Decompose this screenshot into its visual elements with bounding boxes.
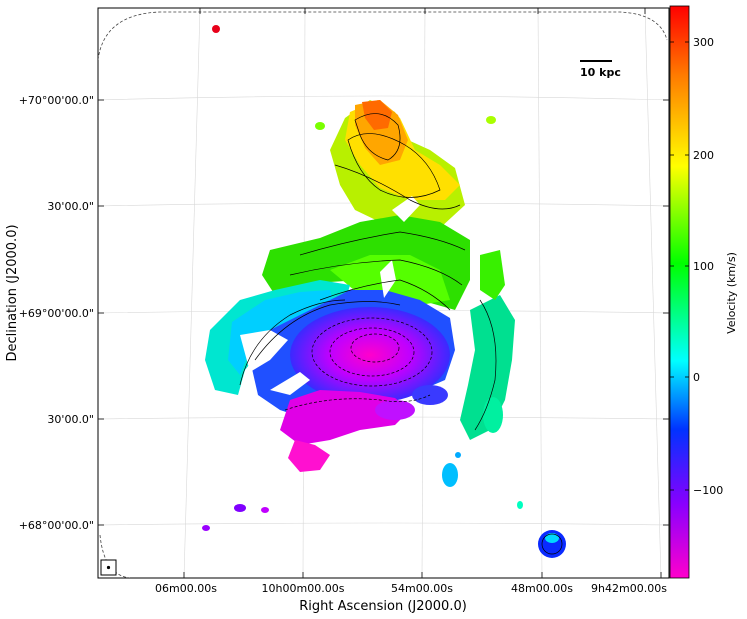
contours xyxy=(239,113,563,555)
y-tick-label: +70°00'00.0" xyxy=(19,94,94,107)
y-tick-label: 30'00.0" xyxy=(47,413,94,426)
x-tick-label: 06m00.00s xyxy=(155,582,217,595)
red-clump xyxy=(212,25,220,33)
colorbar-tick-label: 300 xyxy=(693,36,714,49)
colorbar-tick-label: −100 xyxy=(693,484,723,497)
colorbar-tick-label: 100 xyxy=(693,260,714,273)
coordinate-grid xyxy=(98,8,669,578)
colorbar-title: Velocity (km/s) xyxy=(725,252,738,334)
x-tick-label: 9h42m00.00s xyxy=(591,582,667,595)
colorbar-tick-label: 0 xyxy=(693,371,700,384)
x-tick-label: 54m00.00s xyxy=(391,582,453,595)
image-area: 10 kpc xyxy=(98,8,669,578)
beam-marker-icon xyxy=(100,559,117,576)
y-tick-label: +69°00'00.0" xyxy=(19,307,94,320)
y-axis-title: Declination (J2000.0) xyxy=(5,224,20,361)
map-boundary xyxy=(98,11,668,61)
colorbar-tick-label: 200 xyxy=(693,149,714,162)
x-tick-labels: 06m00.00s 10h00m00.00s 54m00.00s 48m00.0… xyxy=(155,582,667,595)
x-tick-label: 10h00m00.00s xyxy=(262,582,345,595)
y-tick-labels: +70°00'00.0" 30'00.0" +69°00'00.0" 30'00… xyxy=(19,94,94,532)
colorbar-gradient xyxy=(669,5,690,579)
y-tick-label: +68°00'00.0" xyxy=(19,519,94,532)
y-tick-label: 30'00.0" xyxy=(47,200,94,213)
x-axis-title: Right Ascension (J2000.0) xyxy=(299,599,467,614)
x-tick-label: 48m00.00s xyxy=(511,582,573,595)
tick-marks xyxy=(98,8,669,578)
scale-bar-label: 10 kpc xyxy=(580,66,621,79)
colorbar: 300 200 100 0 −100 Velocity (km/s) xyxy=(669,5,738,579)
